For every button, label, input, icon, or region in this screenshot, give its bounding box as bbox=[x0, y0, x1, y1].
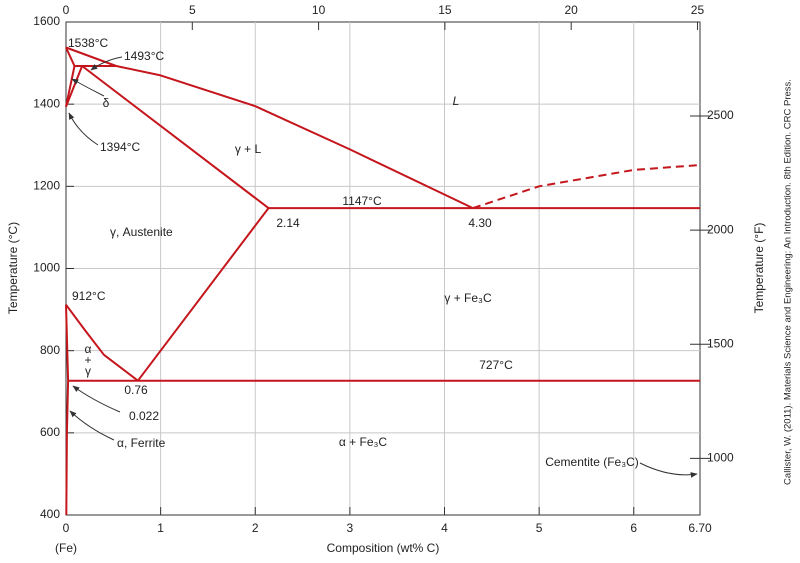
annotation: 912°C bbox=[72, 289, 106, 303]
annotation: 1147°C bbox=[342, 194, 382, 208]
phase-boundary bbox=[65, 65, 84, 107]
annotation: γ, Austenite bbox=[110, 225, 173, 239]
x-tick-label: 6 bbox=[630, 521, 637, 535]
leader-arrow bbox=[69, 410, 115, 441]
leader-arrow bbox=[90, 56, 123, 71]
y2-tick-label: 1500 bbox=[707, 336, 734, 350]
y-axis-label: Temperature (°C) bbox=[6, 222, 20, 314]
x2-tick-label: 15 bbox=[438, 3, 452, 17]
y2-axis-label: Temperature (°F) bbox=[752, 223, 766, 314]
x-tick-label: 6.70 bbox=[688, 521, 712, 535]
y-tick-label: 400 bbox=[40, 507, 60, 521]
leader-arrow bbox=[68, 112, 99, 146]
annotation: 0.022 bbox=[129, 409, 159, 423]
annotation: γ + L bbox=[235, 142, 262, 156]
phase-boundary bbox=[65, 65, 76, 107]
phase-boundary bbox=[472, 164, 701, 210]
x-tick-label: 4 bbox=[441, 521, 448, 535]
phase-boundary bbox=[137, 207, 270, 382]
annotation: 1493°C bbox=[124, 49, 164, 63]
y2-tick-label: 2000 bbox=[707, 222, 734, 236]
annotation: 1538°C bbox=[68, 36, 108, 50]
x2-tick-label: 25 bbox=[691, 3, 705, 17]
annotation: α + Fe₃C bbox=[339, 435, 388, 449]
phase-boundary bbox=[65, 46, 474, 210]
y-tick-label: 800 bbox=[40, 343, 60, 357]
phase-boundary bbox=[65, 380, 70, 516]
x-tick-label: 3 bbox=[347, 521, 354, 535]
y2-tick-label: 1000 bbox=[707, 451, 734, 465]
phase-boundary bbox=[81, 65, 270, 209]
x-axis-label: Composition (wt% C) bbox=[327, 541, 440, 555]
annotation: Cementite (Fe₃C) bbox=[545, 455, 639, 469]
annotation: γ + Fe₃C bbox=[444, 291, 492, 305]
annotation: γ bbox=[85, 364, 91, 378]
annotation: 0.76 bbox=[124, 383, 148, 397]
x-tick-label: 5 bbox=[536, 521, 543, 535]
annotation: L bbox=[453, 94, 460, 108]
leader-arrow bbox=[639, 462, 698, 478]
credit: Callister, W. (2011). Materials Science … bbox=[783, 79, 794, 485]
annotation: 1394°C bbox=[100, 140, 140, 154]
x-tick-label: 0 bbox=[63, 521, 70, 535]
annotation: 2.14 bbox=[276, 216, 300, 230]
y-tick-label: 1200 bbox=[33, 179, 60, 193]
phase-boundary bbox=[65, 304, 139, 382]
annotation: (Fe) bbox=[55, 541, 77, 555]
x2-tick-label: 20 bbox=[564, 3, 578, 17]
y-tick-label: 1000 bbox=[33, 261, 60, 275]
x2-tick-label: 0 bbox=[63, 3, 70, 17]
phase-boundary bbox=[65, 304, 70, 381]
annotation: 4.30 bbox=[468, 216, 492, 230]
x2-tick-label: 10 bbox=[312, 3, 326, 17]
annotation: δ bbox=[103, 96, 110, 110]
y-tick-label: 1400 bbox=[33, 96, 60, 110]
leader-arrow bbox=[71, 78, 105, 97]
x-tick-label: 1 bbox=[157, 521, 164, 535]
x2-tick-label: 5 bbox=[189, 3, 196, 17]
annotation: α bbox=[85, 342, 92, 356]
x-tick-label: 2 bbox=[252, 521, 259, 535]
annotation: + bbox=[84, 353, 91, 367]
annotation: α, Ferrite bbox=[117, 436, 166, 450]
y-tick-label: 1600 bbox=[33, 14, 60, 28]
phase-boundary bbox=[65, 47, 76, 67]
leader-arrow bbox=[72, 385, 121, 413]
y2-tick-label: 2500 bbox=[707, 108, 734, 122]
annotation: 727°C bbox=[479, 358, 513, 372]
y-tick-label: 600 bbox=[40, 425, 60, 439]
